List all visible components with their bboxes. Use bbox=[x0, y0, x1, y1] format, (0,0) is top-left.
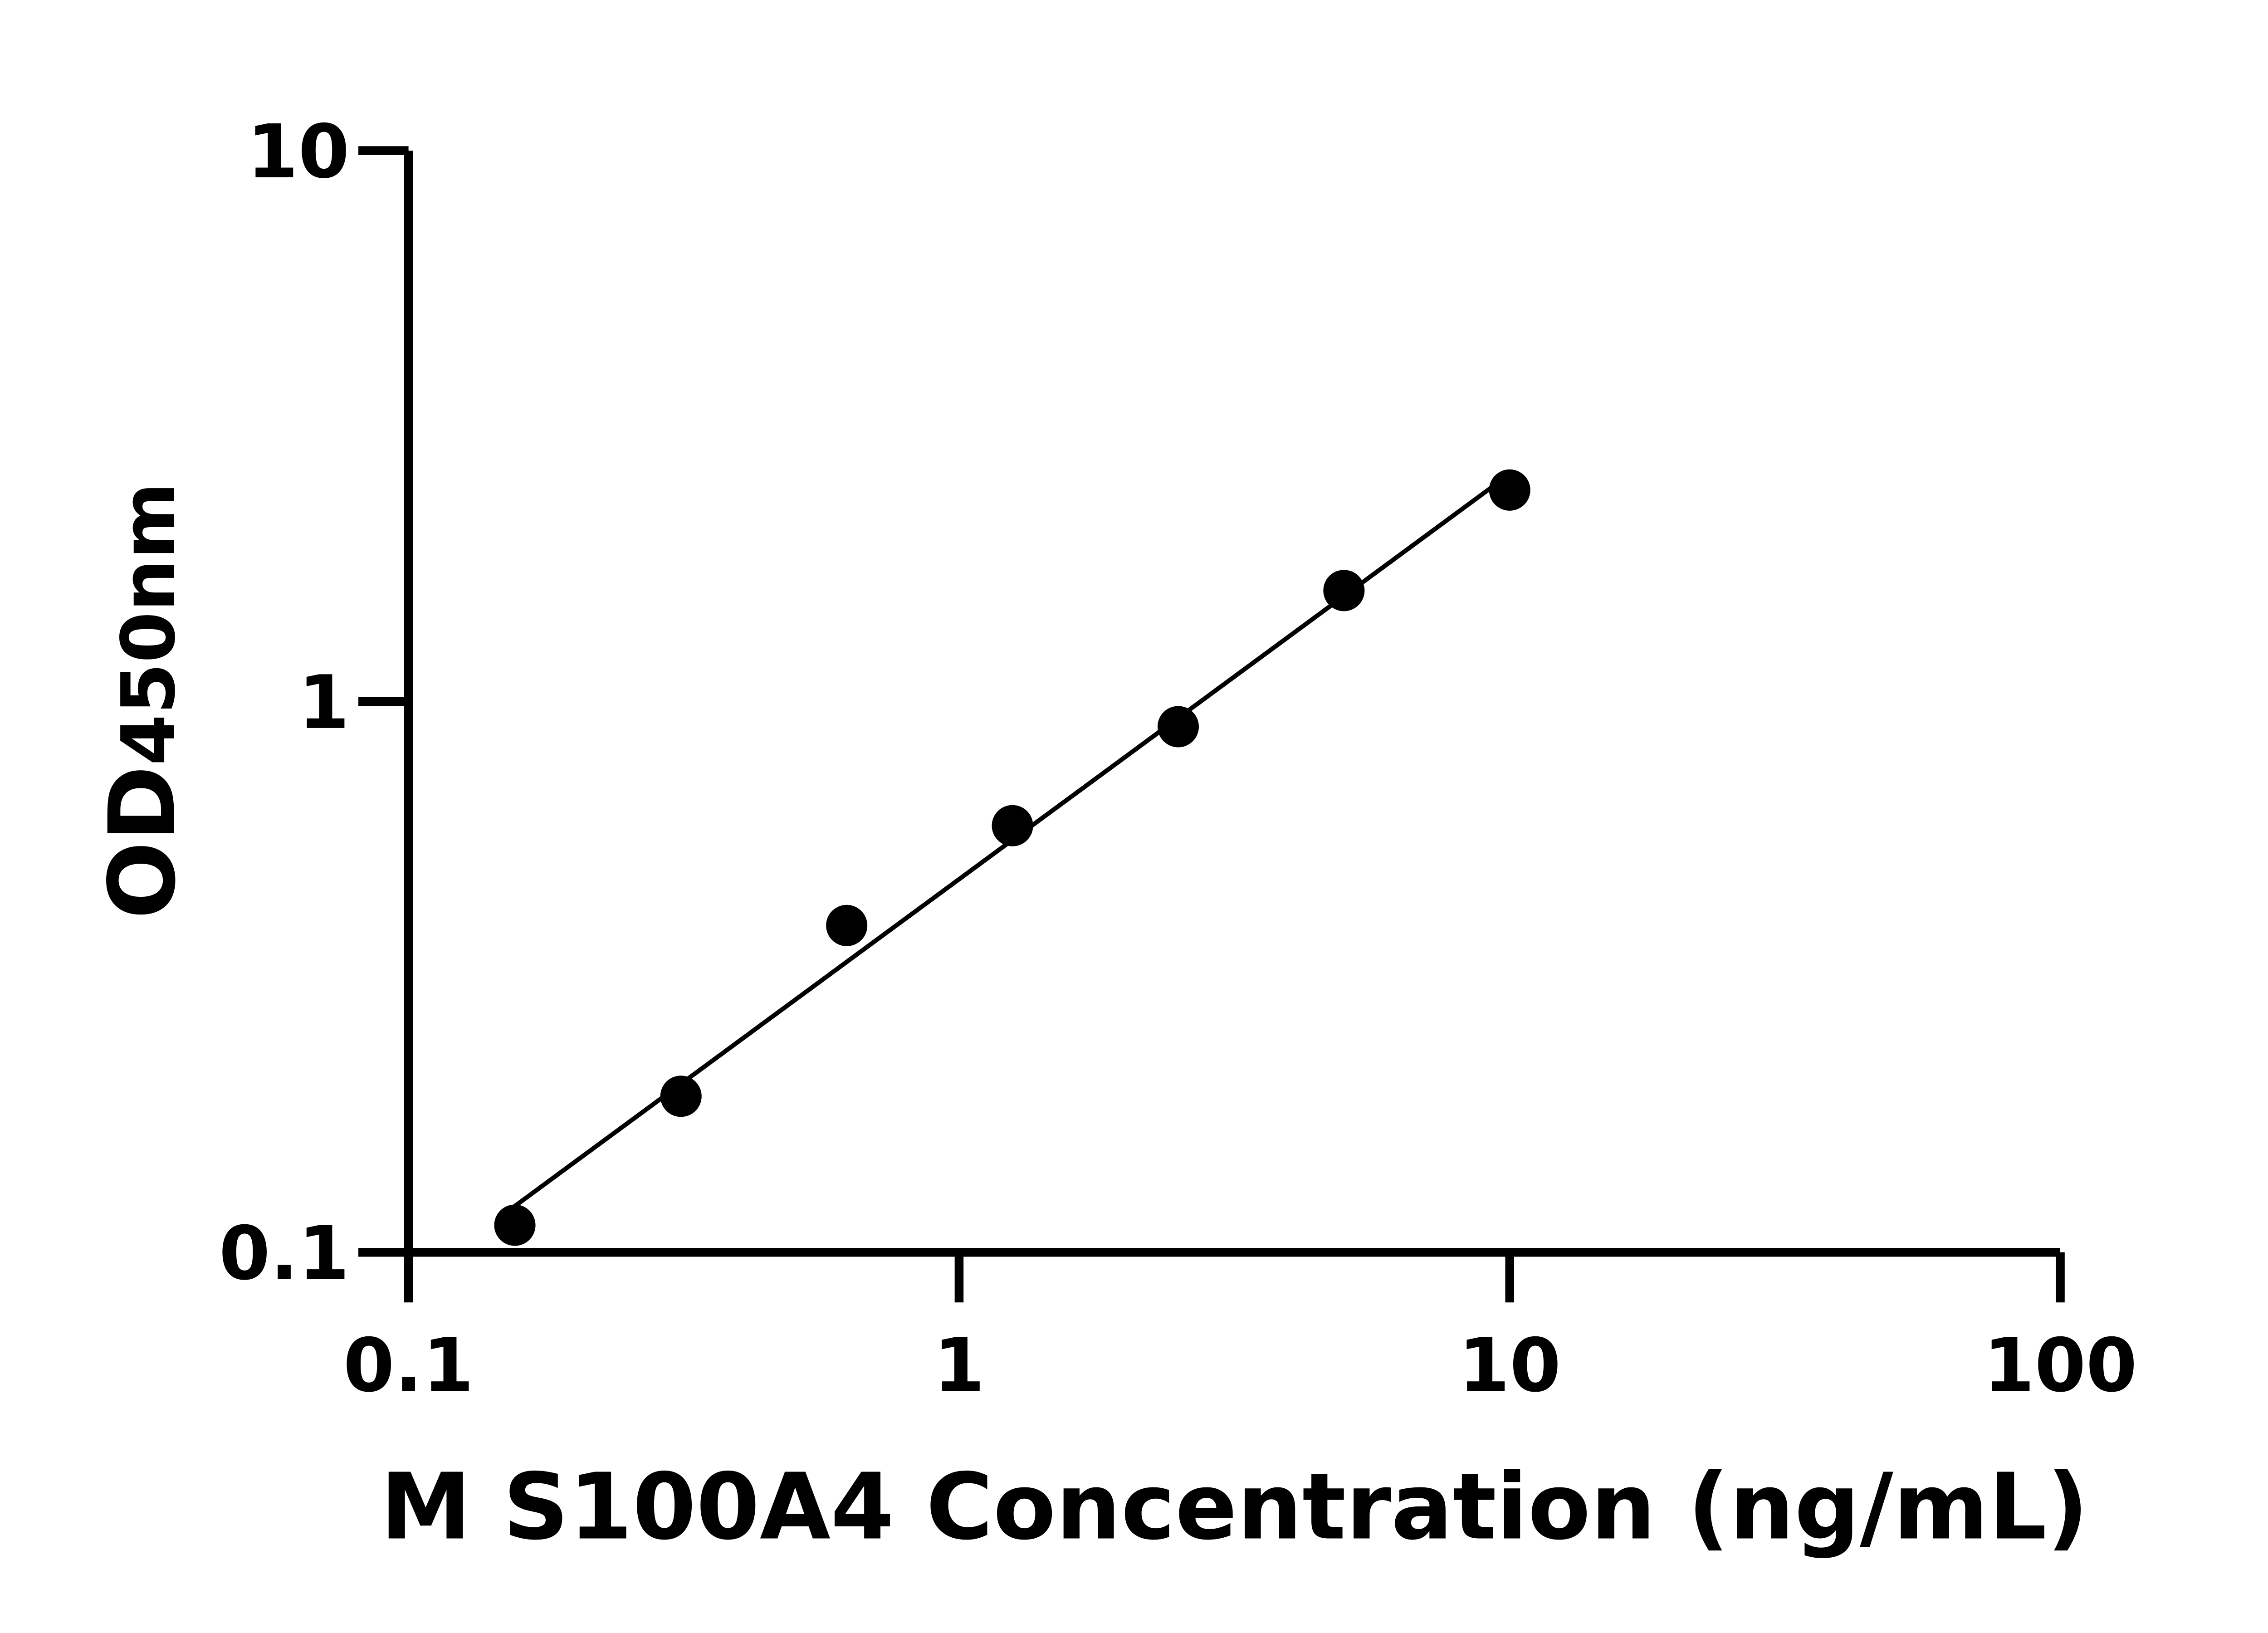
plot-marks bbox=[494, 469, 1530, 1246]
data-point bbox=[1323, 570, 1365, 611]
x-tick-label: 100 bbox=[1983, 1323, 2137, 1408]
data-point bbox=[826, 905, 868, 946]
axes: 0.1 1 10 100 0.1 1 10 bbox=[219, 109, 2137, 1409]
x-tick-label: 10 bbox=[1458, 1323, 1561, 1408]
y-axis-label-main: OD bbox=[89, 766, 196, 919]
x-tick-label: 0.1 bbox=[343, 1323, 474, 1408]
x-axis-label: M S100A4 Concentration (ng/mL) bbox=[380, 1454, 2088, 1560]
x-tick-label: 1 bbox=[934, 1323, 985, 1408]
y-tick-label: 1 bbox=[298, 660, 349, 746]
data-point bbox=[1489, 469, 1530, 511]
data-point bbox=[992, 805, 1033, 846]
data-point bbox=[494, 1204, 536, 1246]
y-axis-label-sub: 450nm bbox=[106, 482, 192, 765]
data-point bbox=[1157, 706, 1199, 748]
y-tick-label: 10 bbox=[247, 109, 349, 195]
y-tick-label: 0.1 bbox=[219, 1211, 350, 1296]
data-point bbox=[660, 1076, 702, 1117]
y-axis-label: OD450nm bbox=[89, 482, 196, 919]
